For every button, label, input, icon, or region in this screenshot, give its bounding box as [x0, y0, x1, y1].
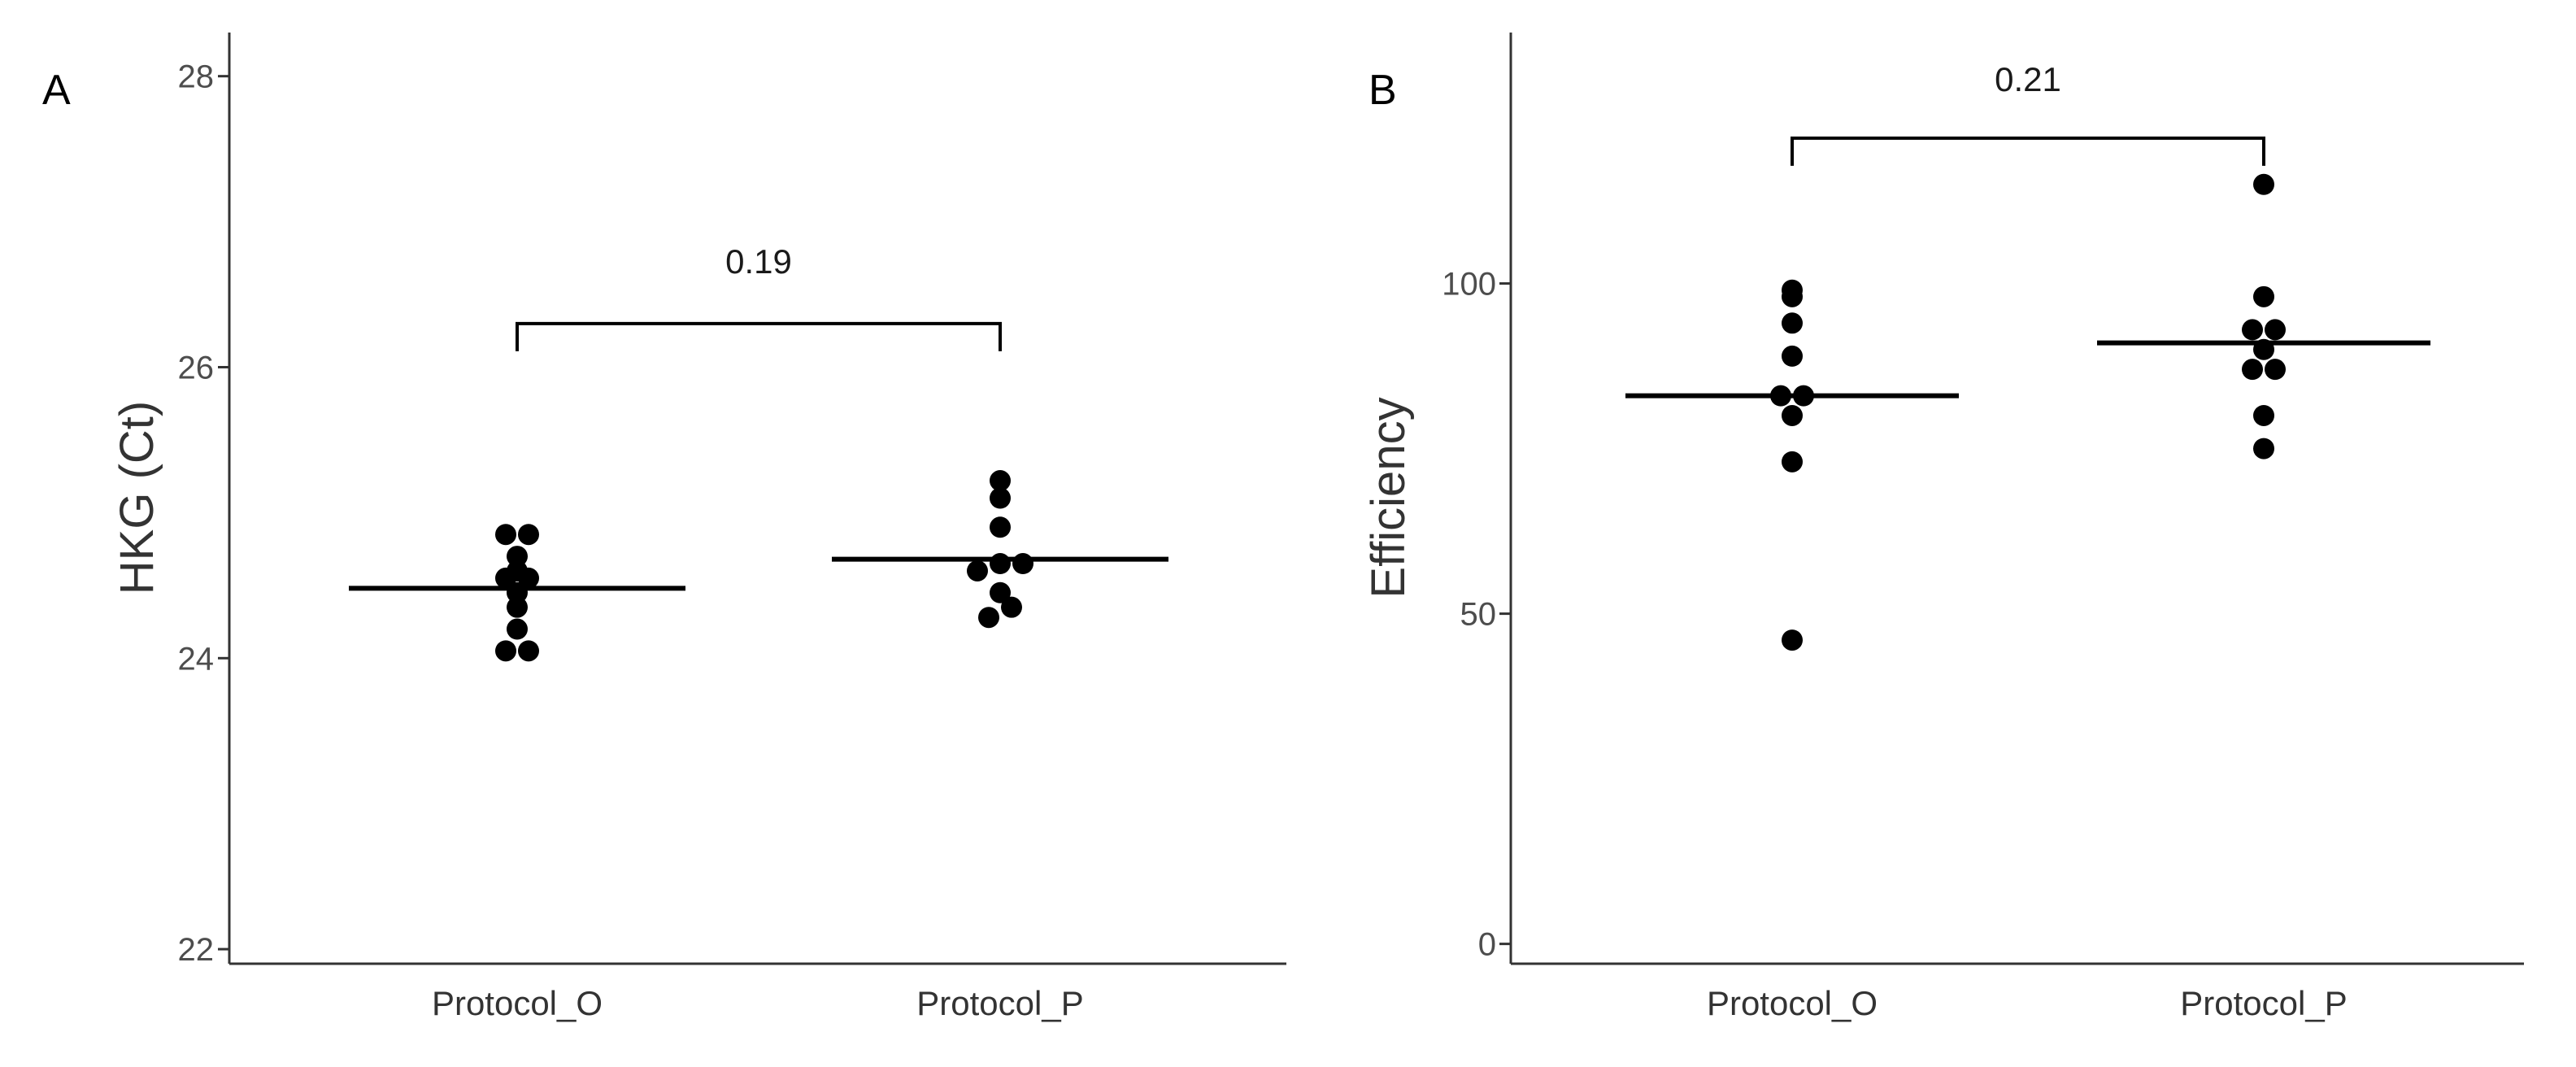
data-point [495, 524, 516, 546]
x-category-label: Protocol_O [432, 984, 603, 1022]
data-point [2242, 319, 2263, 341]
panel-label: B [1368, 67, 1397, 114]
y-axis-title: HKG (Ct) [111, 401, 163, 594]
panel-b: B Efficiency Protocol_O Protocol_P 0.21 … [1362, 33, 2524, 1022]
data-point [1782, 451, 1803, 473]
data-point [1782, 629, 1803, 651]
p-value-label: 0.21 [1995, 60, 2061, 98]
y-tick-label: 24 [178, 641, 215, 677]
data-point [1001, 596, 1022, 618]
panel-label: A [42, 67, 71, 114]
data-point [1012, 553, 1033, 575]
x-category-label: Protocol_O [1707, 984, 1878, 1022]
data-point [990, 553, 1011, 575]
data-point [507, 546, 528, 568]
y-ticks: 0 50 100 [1442, 267, 1511, 963]
x-category-label: Protocol_P [2180, 984, 2347, 1022]
data-point [2265, 319, 2286, 341]
significance-bracket [1791, 136, 2265, 166]
data-point [1782, 345, 1803, 367]
data-point [507, 560, 528, 581]
data-point [507, 618, 528, 640]
data-point [990, 487, 1011, 509]
data-point [2253, 285, 2274, 307]
y-tick-label: 100 [1442, 267, 1496, 303]
x-category-label: Protocol_P [916, 984, 1083, 1022]
data-point [1782, 312, 1803, 334]
data-point [2253, 404, 2274, 426]
data-point [978, 607, 999, 629]
data-point [2265, 359, 2286, 381]
panel-a: A HKG (Ct) Protocol_O Protocol_P 0.19 22… [42, 33, 1286, 1022]
y-axis-title: Efficiency [1362, 397, 1415, 598]
y-ticks: 22 24 26 28 [178, 59, 229, 968]
data-point [990, 470, 1011, 492]
data-point [1782, 404, 1803, 426]
y-tick-label: 26 [178, 350, 215, 385]
data-point [2253, 173, 2274, 195]
y-tick-label: 22 [178, 932, 215, 968]
data-point [990, 516, 1011, 538]
data-point [518, 524, 539, 546]
y-tick-label: 50 [1460, 597, 1497, 633]
y-tick-label: 0 [1478, 927, 1496, 963]
data-point [2253, 438, 2274, 459]
data-point [518, 640, 539, 662]
data-point [2242, 359, 2263, 381]
data-point [495, 640, 516, 662]
data-marks [349, 321, 1168, 662]
y-tick-label: 28 [178, 59, 215, 95]
data-point [1782, 279, 1803, 301]
data-point [507, 596, 528, 618]
data-point [990, 581, 1011, 603]
significance-bracket [516, 321, 1002, 351]
data-marks [1625, 136, 2430, 651]
data-point [967, 560, 988, 581]
p-value-label: 0.19 [725, 242, 792, 281]
